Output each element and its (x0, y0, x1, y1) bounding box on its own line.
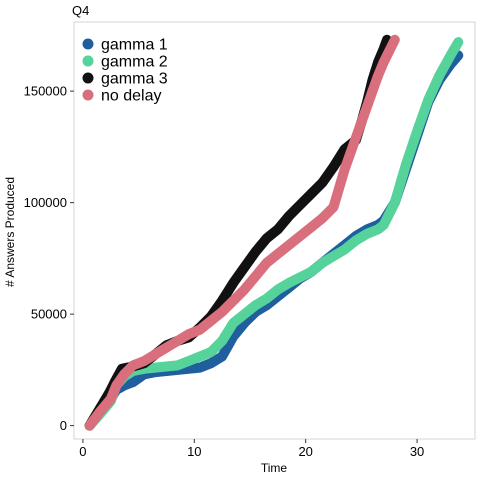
x-axis-title: Time (261, 461, 288, 475)
legend-key (82, 72, 94, 84)
x-tick-label: 30 (410, 444, 424, 459)
legend-key (82, 38, 94, 50)
legend-label: gamma 1 (101, 37, 168, 54)
y-tick-label: 150000 (24, 84, 67, 99)
series-line-gamma-2 (84, 37, 464, 431)
x-tick-label: 0 (79, 444, 86, 459)
x-tick-label: 20 (298, 444, 312, 459)
axis-ticks: 0 10 20 30 0 50000 100000 150000 (24, 84, 425, 459)
legend-label: gamma 2 (101, 54, 168, 71)
chart-subtitle: Q4 (72, 3, 89, 18)
legend-label: no delay (101, 88, 162, 105)
y-tick-label: 100000 (24, 195, 67, 210)
legend-key (82, 55, 94, 67)
y-tick-label: 0 (60, 418, 67, 433)
y-tick-label: 50000 (31, 307, 67, 322)
legend-key (82, 89, 94, 101)
legend-background (79, 32, 171, 104)
series-line-no-delay (84, 34, 400, 431)
x-tick-label: 10 (187, 444, 201, 459)
y-axis-title: # Answers Produced (3, 177, 17, 287)
series-layer (84, 34, 464, 431)
legend-label: gamma 3 (101, 71, 168, 88)
